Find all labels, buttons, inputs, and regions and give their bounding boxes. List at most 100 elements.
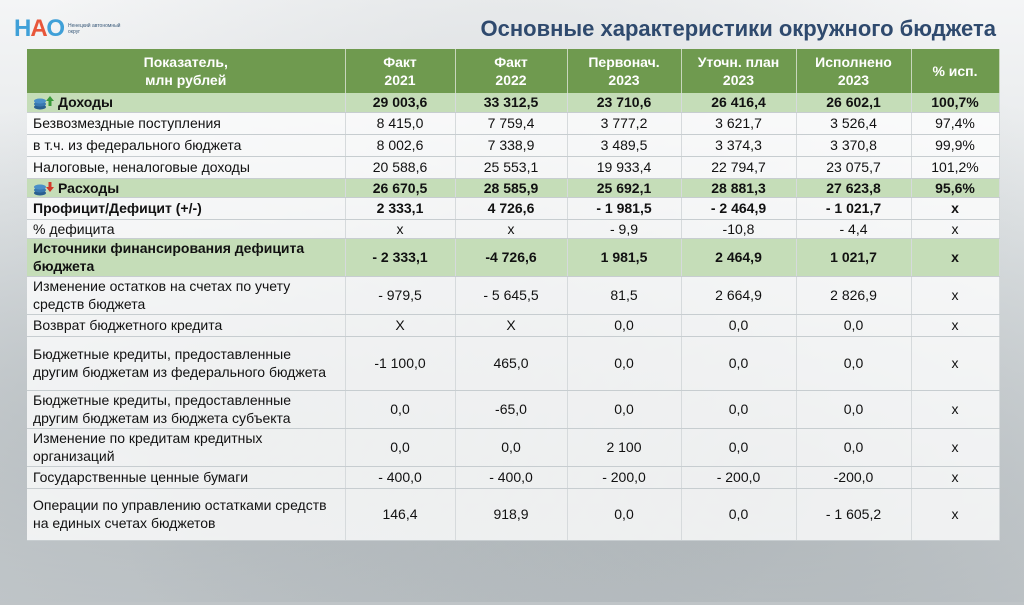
table-cell: 3 777,2 [567,112,682,135]
table-cell: 19 933,4 [567,156,682,179]
col-header-executed-2023: Исполнено 2023 [796,49,912,93]
table-cell: 28 585,9 [455,178,568,198]
table-cell: 918,9 [455,488,568,541]
table-cell: 101,2% [911,156,1000,179]
table-cell: 23 075,7 [796,156,912,179]
page-title: Основные характеристики окружного бюджет… [480,16,997,41]
table-cell: x [911,390,1000,429]
table-cell: -65,0 [455,390,568,429]
budget-table: Показатель, млн рублей Факт 2021 Факт 2022 … [27,49,1000,541]
col-header-percent: % исп. [911,49,1000,93]
table-row: Изменение остатков на счетах по учету ср… [27,276,1000,315]
table-cell: x [455,219,568,239]
table-cell: 26 416,4 [681,93,797,113]
table-cell: - 9,9 [567,219,682,239]
table-cell: 1 021,7 [796,238,912,277]
table-cell: 20 588,6 [345,156,456,179]
table-row: Безвозмездные поступления 8 415,0 7 759,4 3… [27,112,1000,135]
table-cell: - 1 981,5 [567,197,682,220]
table-cell: 33 312,5 [455,93,568,113]
row-label: Изменение остатков на счетах по учету ср… [27,276,346,315]
table-cell: x [911,238,1000,277]
row-label: Изменение по кредитам кредитных организа… [27,428,346,467]
table-cell: 3 374,3 [681,134,797,157]
table-cell: 0,0 [681,314,797,337]
row-label: Налоговые, неналоговые доходы [27,156,346,179]
table-cell: 0,0 [796,390,912,429]
table-row: Расходы 26 670,5 28 585,9 25 692,1 28 881,3 2… [27,178,1000,198]
table-cell: 22 794,7 [681,156,797,179]
table-cell: 0,0 [567,390,682,429]
table-cell: - 200,0 [567,466,682,489]
col-header-revised-2023: Уточн. план 2023 [681,49,797,93]
table-cell: - 5 645,5 [455,276,568,315]
logo-mark: НАО [14,15,65,42]
table-cell: -4 726,6 [455,238,568,277]
row-label: Бюджетные кредиты, предоставленные други… [27,336,346,391]
table-cell: 99,9% [911,134,1000,157]
table-cell: x [911,276,1000,315]
table-row: % дефицита x x - 9,9 -10,8- 4,4 x [27,219,1000,239]
table-cell: 8 002,6 [345,134,456,157]
table-cell: 100,7% [911,93,1000,113]
table-cell: 3 621,7 [681,112,797,135]
col-header-indicator: Показатель, млн рублей [27,49,346,93]
table-cell: 8 415,0 [345,112,456,135]
table-row: Бюджетные кредиты, предоставленные други… [27,336,1000,391]
table-cell: - 400,0 [345,466,456,489]
table-cell: 3 370,8 [796,134,912,157]
row-label: Профицит/Дефицит (+/-) [27,197,346,220]
table-cell: 0,0 [681,336,797,391]
table-cell: x [911,336,1000,391]
table-cell: 26 602,1 [796,93,912,113]
nao-logo: НАО Ненецкий автономный округ [14,12,128,46]
table-cell: x [911,314,1000,337]
table-cell: 95,6% [911,178,1000,198]
table-cell: X [455,314,568,337]
col-header-initial-2023: Первонач. 2023 [567,49,682,93]
coins-down-icon [34,181,54,196]
table-cell: 7 338,9 [455,134,568,157]
table-cell: 2 826,9 [796,276,912,315]
table-cell: 25 692,1 [567,178,682,198]
table-cell: - 1 605,2 [796,488,912,541]
table-cell: - 979,5 [345,276,456,315]
table-cell: 7 759,4 [455,112,568,135]
table-cell: 2 664,9 [681,276,797,315]
table-cell: 465,0 [455,336,568,391]
table-cell: 3 526,4 [796,112,912,135]
table-cell: 4 726,6 [455,197,568,220]
table-row: Источники финансирования дефицита бюджет… [27,238,1000,277]
row-label: Бюджетные кредиты, предоставленные други… [27,390,346,429]
table-cell: 29 003,6 [345,93,456,113]
table-row: Возврат бюджетного кредита X X 0,0 0,0 0,0 x [27,314,1000,337]
table-row: Операции по управлению остатками средств… [27,488,1000,541]
table-cell: 0,0 [567,314,682,337]
table-cell: - 200,0 [681,466,797,489]
table-cell: 0,0 [345,428,456,467]
row-label: в т.ч. из федерального бюджета [27,134,346,157]
footer-divider [0,602,1024,605]
row-label: Источники финансирования дефицита бюджет… [27,238,346,277]
table-cell: 0,0 [567,336,682,391]
table-cell: - 2 464,9 [681,197,797,220]
table-row: Доходы 29 003,6 33 312,5 23 710,6 26 416,4 26… [27,93,1000,113]
table-cell: x [911,488,1000,541]
table-cell: - 1 021,7 [796,197,912,220]
table-cell: 25 553,1 [455,156,568,179]
table-cell: -1 100,0 [345,336,456,391]
table-cell: 0,0 [681,428,797,467]
table-row: Налоговые, неналоговые доходы 20 588,6 25 … [27,156,1000,179]
table-cell: 1 981,5 [567,238,682,277]
table-cell: -10,8 [681,219,797,239]
table-row: Профицит/Дефицит (+/-) 2 333,1 4 726,6- 1 … [27,197,1000,220]
table-cell: - 2 333,1 [345,238,456,277]
table-cell: 81,5 [567,276,682,315]
table-cell: x [911,197,1000,220]
row-label: Операции по управлению остатками средств… [27,488,346,541]
table-cell: x [911,466,1000,489]
row-label: Государственные ценные бумаги [27,466,346,489]
table-cell: 97,4% [911,112,1000,135]
table-cell: 0,0 [796,428,912,467]
table-cell: x [911,219,1000,239]
